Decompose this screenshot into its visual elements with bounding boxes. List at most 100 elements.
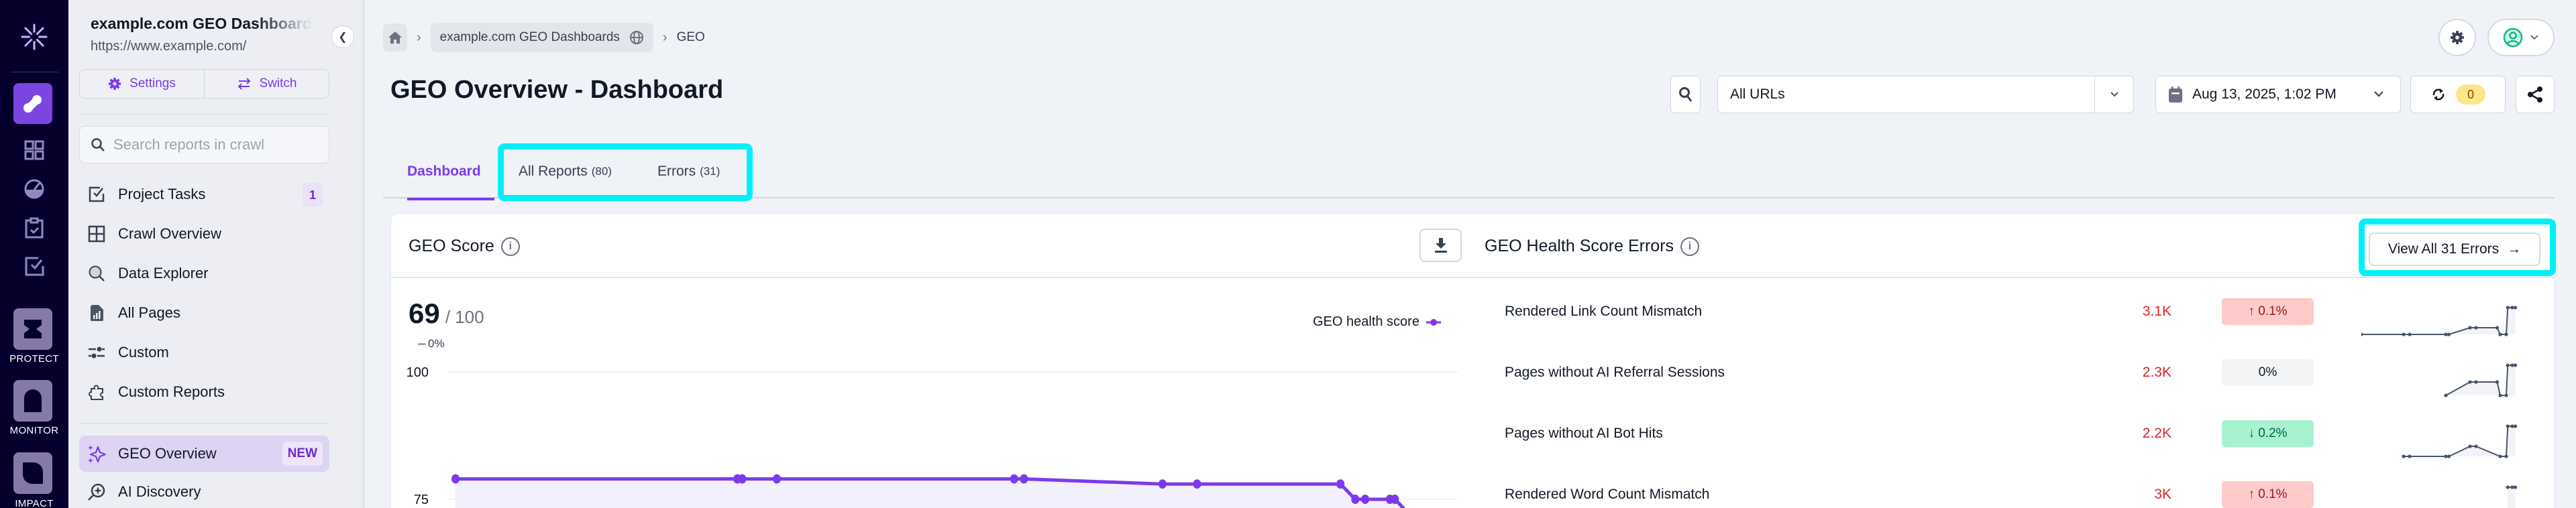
report-search-input[interactable]: [113, 136, 308, 153]
rail-monitor-button[interactable]: [13, 380, 52, 422]
error-name[interactable]: Rendered Word Count Mismatch: [1505, 486, 1710, 502]
home-icon: [388, 31, 402, 44]
crawl-date-select[interactable]: Aug 13, 2025, 1:02 PM: [2155, 76, 2401, 113]
sidebar-item-label: Data Explorer: [118, 265, 209, 281]
sparkles-icon: [88, 445, 106, 463]
geo-score-title: GEO Score: [409, 237, 494, 255]
project-url: https://www.example.com/: [91, 39, 247, 54]
error-count: 2.3K: [2142, 364, 2171, 380]
clipboard-check-icon[interactable]: [23, 217, 45, 239]
geo-score-chart[interactable]: 5075100: [391, 345, 1468, 508]
error-change-badge: ↑ 0.1%: [2222, 481, 2314, 508]
score-delta: 0%: [418, 337, 445, 351]
chevron-down-icon: [2374, 91, 2383, 97]
arrow-right-icon: →: [2507, 241, 2522, 257]
no-change-icon: [418, 342, 426, 345]
globe-icon: [629, 31, 643, 44]
error-row[interactable]: Rendered Link Count Mismatch 3.1K ↑ 0.1%: [1467, 281, 2554, 342]
sidebar-item-data-explorer[interactable]: Data Explorer: [79, 256, 329, 291]
url-filter-value: All URLs: [1730, 86, 1785, 102]
error-name[interactable]: Rendered Link Count Mismatch: [1505, 303, 1703, 319]
sidebar-item-label: Crawl Overview: [118, 225, 222, 242]
error-trend-sparkline: [2444, 363, 2518, 397]
sidebar-item-label: Custom: [118, 344, 169, 361]
view-all-errors-button[interactable]: View All 31 Errors →: [2369, 233, 2540, 266]
sidebar-item-all-pages[interactable]: All Pages: [79, 296, 329, 330]
score-value: 69 / 100: [409, 298, 484, 330]
report-search[interactable]: [79, 126, 329, 164]
url-search-button[interactable]: [1670, 76, 1701, 113]
collapse-sidebar-button[interactable]: ❮: [331, 25, 354, 48]
error-name[interactable]: Pages without AI Bot Hits: [1505, 425, 1663, 441]
sidebar-item-geo-overview[interactable]: GEO Overview NEW: [79, 436, 329, 472]
chevron-down-icon: [2530, 35, 2538, 40]
breadcrumb-project[interactable]: example.com GEO Dashboards: [430, 23, 653, 52]
sidebar-item-custom[interactable]: Custom: [79, 335, 329, 370]
project-sidebar: example.com GEO Dashboards https://www.e…: [68, 0, 364, 508]
download-button[interactable]: [1419, 229, 1462, 262]
switch-button[interactable]: Switch: [204, 70, 329, 98]
global-settings-button[interactable]: [2438, 19, 2476, 56]
info-icon[interactable]: i: [1680, 237, 1700, 256]
geo-health-errors-card: GEO Health Score Errors i View All 31 Er…: [1467, 213, 2555, 508]
card-header: GEO Health Score Errors i View All 31 Er…: [1467, 214, 2554, 278]
info-icon[interactable]: i: [500, 237, 520, 256]
sidebar-item-label: Project Tasks: [118, 186, 206, 202]
error-count: 2.2K: [2142, 425, 2171, 441]
tab-count: (80): [591, 164, 612, 178]
card-header: GEO Score i: [391, 214, 1467, 278]
error-change-badge: 0%: [2222, 359, 2314, 386]
sliders-icon: [89, 346, 105, 359]
chart-legend[interactable]: GEO health score: [1313, 314, 1442, 330]
rail-analyze-button[interactable]: [13, 83, 52, 124]
error-row[interactable]: Pages without AI Referral Sessions 2.3K 0%: [1467, 342, 2554, 403]
tab-label: All Reports: [519, 163, 588, 179]
error-name[interactable]: Pages without AI Referral Sessions: [1505, 364, 1725, 380]
tab-all-reports[interactable]: All Reports (80): [519, 144, 612, 198]
tab-errors[interactable]: Errors (31): [657, 144, 720, 198]
sidebar-item-project-tasks[interactable]: Project Tasks 1: [79, 177, 329, 212]
chevron-down-icon: [2110, 92, 2118, 97]
home-button[interactable]: [383, 23, 407, 52]
sidebar-item-crawl-overview[interactable]: Crawl Overview: [79, 216, 329, 251]
gauge-icon[interactable]: [23, 178, 45, 200]
view-tabs: Dashboard All Reports (80) Errors (31): [383, 144, 2555, 200]
error-count: 3.1K: [2142, 303, 2171, 319]
geo-score-card: GEO Score i 69 / 100 0% GEO health score…: [390, 213, 1468, 508]
leaf-icon: [23, 462, 43, 484]
tab-dashboard[interactable]: Dashboard: [407, 144, 494, 200]
sidebar-item-ai-discovery[interactable]: AI Discovery: [79, 474, 329, 508]
card-title: GEO Health Score Errors i: [1485, 237, 1700, 256]
settings-button[interactable]: Settings: [80, 70, 204, 98]
sidebar-item-custom-reports[interactable]: Custom Reports: [79, 375, 329, 409]
error-change-badge: ↑ 0.1%: [2222, 298, 2314, 325]
rail-impact-button[interactable]: [13, 452, 52, 494]
error-trend-sparkline: [2402, 424, 2518, 458]
refresh-button[interactable]: 0: [2410, 76, 2506, 113]
project-title: example.com GEO Dashboards: [91, 15, 312, 32]
brand-logo-icon[interactable]: [20, 23, 48, 51]
svg-text:100: 100: [407, 365, 429, 380]
link-blob-icon: [23, 94, 42, 113]
sidebar-divider: [79, 114, 329, 115]
gear-icon: [2451, 31, 2464, 44]
url-filter-select[interactable]: All URLs: [1717, 76, 2134, 113]
gear-icon: [109, 78, 121, 90]
user-menu-button[interactable]: [2487, 19, 2555, 56]
rail-protect-button[interactable]: [13, 308, 52, 350]
user-avatar-icon: [2503, 27, 2523, 48]
puzzle-icon: [89, 385, 103, 400]
error-trend-sparkline: [2506, 485, 2518, 508]
arch-icon: [24, 389, 42, 412]
sidebar-item-label: GEO Overview: [118, 445, 217, 462]
grid-icon[interactable]: [23, 139, 45, 161]
error-row[interactable]: Pages without AI Bot Hits 2.2K ↓ 0.2%: [1467, 403, 2554, 464]
breadcrumb: › example.com GEO Dashboards › GEO: [383, 23, 705, 52]
share-button[interactable]: [2516, 76, 2555, 113]
task-check-icon[interactable]: [23, 255, 45, 277]
calendar-icon: [2169, 86, 2182, 103]
error-row[interactable]: Rendered Word Count Mismatch 3K ↑ 0.1%: [1467, 464, 2554, 508]
crawl-date-value: Aug 13, 2025, 1:02 PM: [2192, 86, 2337, 102]
sidebar-item-label: AI Discovery: [118, 483, 201, 500]
url-filter-dropdown-toggle[interactable]: [2094, 76, 2133, 113]
